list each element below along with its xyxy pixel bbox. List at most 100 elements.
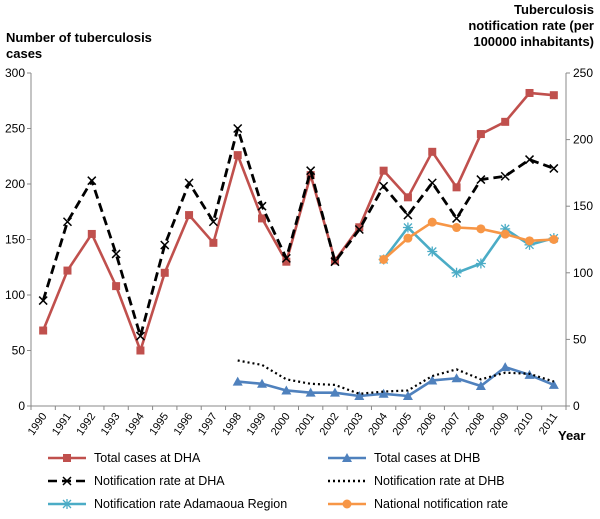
series-6-point (525, 236, 535, 246)
series-1-point (452, 183, 461, 192)
series-2-point (402, 391, 413, 401)
series-line-3 (41, 127, 555, 338)
left-tick-label: 100 (5, 288, 25, 302)
x-tick-label: 1990 (26, 411, 50, 438)
series-3-point (379, 181, 389, 191)
series-1-point (87, 229, 96, 238)
series-6-point (379, 254, 389, 264)
right-tick-label: 150 (573, 199, 593, 213)
legend-swatch-marker (62, 499, 72, 509)
legend-label: Notification rate Adamaoua Region (94, 497, 287, 511)
series-6-point (427, 217, 437, 227)
x-tick-label: 1992 (74, 411, 98, 438)
series-2-point (329, 387, 340, 397)
x-tick-label: 2002 (318, 411, 342, 438)
legend-swatch-marker (63, 454, 71, 462)
series-1-point (476, 130, 485, 139)
right-tick-label: 100 (573, 266, 593, 280)
series-1-point (282, 257, 291, 266)
right-axis-title: Tuberculosis notification rate (per 1000… (468, 2, 594, 49)
x-tick-label: 2011 (537, 411, 560, 437)
x-tick-label: 2004 (366, 411, 390, 438)
series-3-point (281, 253, 291, 263)
series-1-point (233, 151, 242, 160)
x-tick-label: 2003 (342, 411, 366, 438)
series-2-point (475, 381, 486, 391)
x-tick-label: 2000 (269, 411, 293, 438)
legend-swatch-marker (342, 499, 352, 509)
series-5-point (427, 246, 438, 257)
x-tick-label: 1999 (245, 411, 269, 438)
left-tick-label: 200 (5, 177, 25, 191)
series-2-point (451, 373, 462, 383)
series-2-point (378, 388, 389, 398)
x-tick-label: 2007 (439, 411, 463, 438)
series-1-point (501, 117, 510, 126)
series-3-point (233, 123, 243, 134)
series-3-point (208, 217, 218, 227)
legend-label: Notification rate at DHB (374, 474, 505, 488)
series-3-point (403, 210, 413, 220)
series-1-point (63, 266, 72, 275)
series-5-point (500, 223, 511, 234)
series-6-point (452, 223, 462, 233)
series-3-point (257, 201, 267, 211)
series-6-point (500, 229, 510, 239)
series-3-point (500, 171, 510, 181)
x-tick-label: 2006 (415, 411, 439, 438)
legend-label: Total cases at DHA (94, 451, 201, 465)
x-tick-label: 2010 (512, 411, 536, 438)
left-tick-label: 250 (5, 122, 25, 136)
left-tick-label: 0 (18, 399, 25, 413)
series-1-point (549, 91, 558, 100)
series-2-point (548, 379, 559, 389)
series-3-point (184, 178, 194, 188)
series-3-point (160, 240, 170, 250)
legend-label: Total cases at DHB (374, 451, 480, 465)
series-3-point (524, 155, 535, 165)
x-tick-label: 1996 (172, 411, 196, 438)
series-3-point (306, 166, 316, 176)
series-1-point (39, 326, 48, 335)
legend-swatch-marker (342, 453, 352, 462)
series-3-point (549, 163, 559, 173)
x-tick-label: 1997 (196, 411, 220, 438)
series-3-point (452, 213, 462, 223)
right-tick-label: 0 (573, 399, 580, 413)
series-3-point (87, 176, 97, 186)
series-1-point (403, 193, 412, 202)
x-axis-title: Year (558, 428, 586, 443)
series-2-point (354, 391, 365, 401)
right-tick-label: 50 (573, 332, 587, 346)
series-5-point (475, 258, 486, 269)
left-tick-label: 150 (5, 233, 25, 247)
left-axis-title: Number of tuberculosis cases (6, 30, 152, 61)
series-3-point (111, 249, 121, 259)
legend-label: Notification rate at DHA (94, 474, 225, 488)
series-6-point (403, 233, 413, 243)
series-3-point (62, 217, 73, 227)
series-1-point (525, 88, 534, 97)
x-tick-label: 1994 (123, 411, 147, 438)
series-2-point (232, 376, 243, 386)
series-6-point (549, 235, 559, 244)
series-2-point (281, 385, 292, 395)
series-1-point (330, 256, 339, 265)
x-tick-label: 2001 (293, 411, 317, 438)
series-1-point (209, 238, 218, 247)
series-5-point (451, 267, 462, 278)
x-tick-label: 2008 (463, 411, 487, 438)
series-3-point (427, 178, 437, 188)
series-1-point (112, 282, 121, 291)
x-tick-label: 1993 (99, 411, 123, 438)
x-tick-label: 1995 (147, 411, 171, 438)
series-1-point (355, 223, 364, 232)
series-2-point (305, 387, 316, 397)
series-1-point (379, 166, 388, 175)
series-5-point (402, 222, 413, 233)
series-3-point (135, 331, 145, 341)
legend-label: National notification rate (374, 497, 508, 511)
series-2-point (257, 378, 268, 388)
series-3-point (38, 296, 48, 306)
